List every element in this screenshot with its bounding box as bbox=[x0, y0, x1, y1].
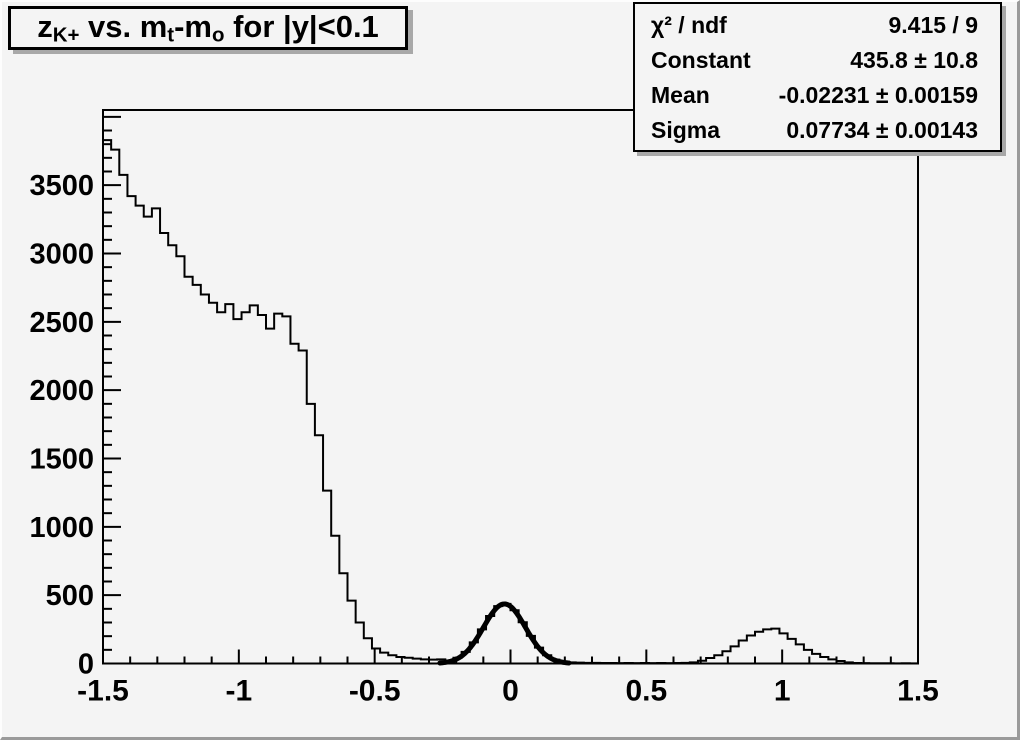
x-tick-label: 1 bbox=[774, 675, 791, 708]
y-tick-label: 0 bbox=[78, 649, 94, 681]
title-text: -m bbox=[174, 8, 212, 44]
histogram-step-line bbox=[102, 139, 919, 665]
y-tick-label: 3000 bbox=[29, 239, 94, 271]
stat-value: -0.02231 ± 0.00159 bbox=[778, 81, 978, 108]
title-subscript: o bbox=[211, 23, 225, 47]
stat-value: 435.8 ± 10.8 bbox=[850, 46, 978, 73]
x-tick-label: 0 bbox=[502, 675, 519, 708]
x-tick-label: -1.5 bbox=[77, 675, 129, 708]
stat-value: 9.415 / 9 bbox=[888, 11, 978, 38]
y-tick-label: 3500 bbox=[29, 170, 94, 202]
gaussian-fit-curve bbox=[437, 601, 572, 666]
stat-row: Mean -0.02231 ± 0.00159 bbox=[635, 78, 1000, 112]
title-box[interactable]: zK+ vs. mt-mo for |y|<0.1 bbox=[8, 6, 408, 50]
stats-box[interactable]: χ² / ndf 9.415 / 9 Constant 435.8 ± 10.8 Mea… bbox=[633, 2, 1002, 152]
y-tick-label: 1500 bbox=[29, 444, 94, 476]
title-text: for |y|<0.1 bbox=[224, 8, 379, 44]
title-text: vs. m bbox=[79, 8, 168, 44]
stat-row: Constant 435.8 ± 10.8 bbox=[635, 43, 1000, 77]
title-subscript: t bbox=[167, 23, 175, 47]
plot-title: zK+ vs. mt-mo for |y|<0.1 bbox=[37, 9, 379, 47]
stat-row: χ² / ndf 9.415 / 9 bbox=[635, 8, 1000, 42]
stat-value: 0.07734 ± 0.00143 bbox=[786, 116, 978, 143]
plot-frame bbox=[102, 109, 919, 665]
stat-label: Sigma bbox=[651, 116, 721, 143]
x-tick-label: -1 bbox=[225, 675, 252, 708]
x-axis: -1.5 -1 -0.5 0 0.5 1 1.5 bbox=[77, 649, 939, 708]
title-text: z bbox=[37, 8, 53, 44]
stat-label: Mean bbox=[651, 81, 710, 108]
stat-label: χ² / ndf bbox=[651, 11, 727, 38]
y-tick-label: 1000 bbox=[29, 512, 94, 544]
x-tick-label: 0.5 bbox=[625, 675, 667, 708]
y-tick-label: 2500 bbox=[29, 307, 94, 339]
stat-label: Constant bbox=[651, 46, 751, 73]
y-axis: 0 500 1000 1500 2000 2500 3000 3500 bbox=[29, 115, 121, 681]
y-tick-label: 2000 bbox=[29, 375, 94, 407]
x-tick-label: 1.5 bbox=[897, 675, 939, 708]
stat-row: Sigma 0.07734 ± 0.00143 bbox=[635, 113, 1000, 147]
title-subscript: K+ bbox=[52, 23, 80, 47]
y-tick-label: 500 bbox=[46, 580, 94, 612]
x-tick-label: -0.5 bbox=[349, 675, 401, 708]
